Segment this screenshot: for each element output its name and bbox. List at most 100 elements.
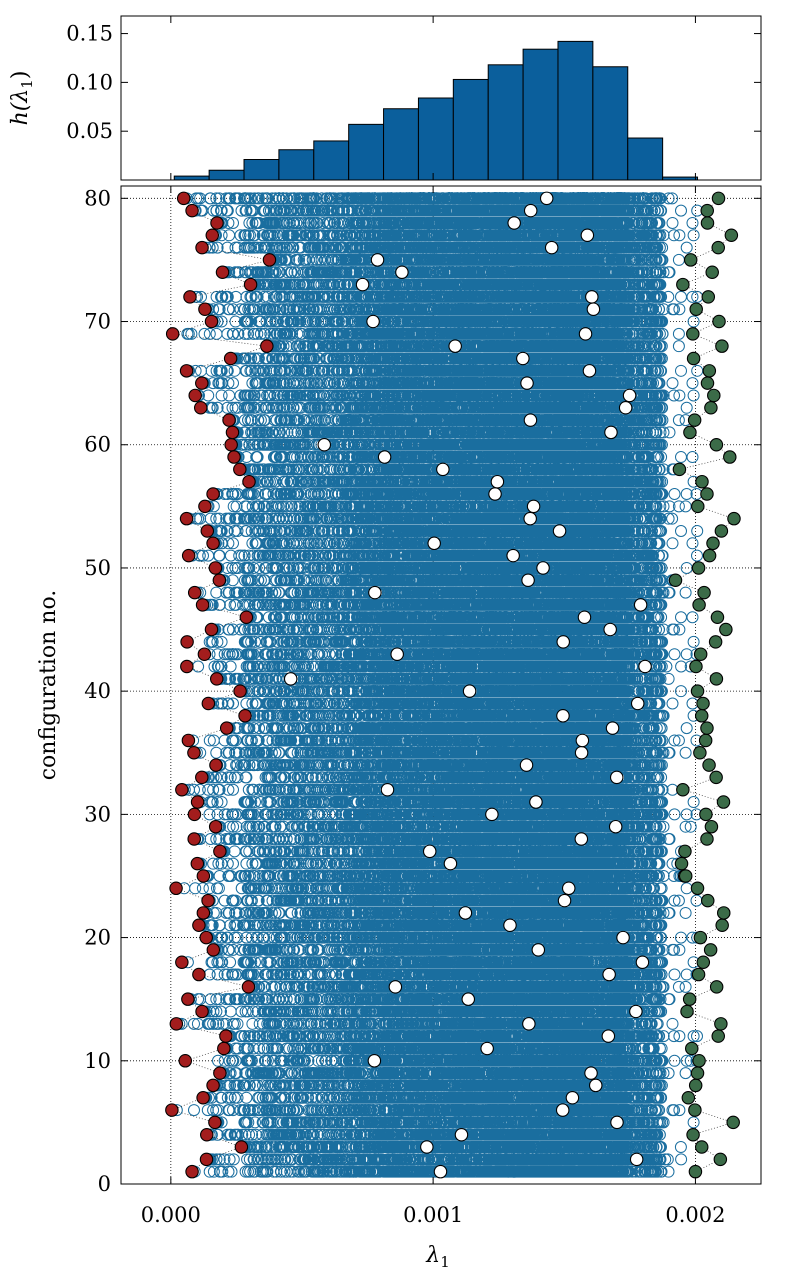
median-eigenvalue-marker [634, 599, 646, 611]
configuration-eigenvalue-row [183, 365, 703, 376]
median-eigenvalue-marker [553, 525, 565, 537]
min-eigenvalue-marker [218, 1042, 230, 1054]
median-eigenvalue-marker [522, 574, 534, 586]
min-eigenvalue-marker [239, 710, 251, 722]
configuration-eigenvalue-row [209, 489, 702, 500]
histogram-bar [244, 160, 279, 181]
median-eigenvalue-marker [521, 377, 533, 389]
max-eigenvalue-marker [702, 291, 714, 303]
min-eigenvalue-marker [214, 1067, 226, 1079]
max-eigenvalue-marker [686, 1042, 698, 1054]
min-eigenvalue-marker [201, 1129, 213, 1141]
min-eigenvalue-marker [188, 808, 200, 820]
min-eigenvalue-marker [209, 820, 221, 832]
max-eigenvalue-marker [699, 734, 711, 746]
configuration-eigenvalue-row [194, 969, 702, 980]
min-eigenvalue-marker [223, 414, 235, 426]
configuration-eigenvalue-row [225, 353, 667, 364]
max-eigenvalue-marker [697, 697, 709, 709]
max-eigenvalue-marker [692, 562, 704, 574]
median-eigenvalue-marker [371, 254, 383, 266]
median-eigenvalue-marker [532, 944, 544, 956]
min-eigenvalue-marker [200, 931, 212, 943]
max-eigenvalue-marker [694, 931, 706, 943]
histogram-y-label-close: ) [8, 71, 33, 80]
max-eigenvalue-marker [706, 266, 718, 278]
scatter-x-label-lambda: λ [425, 1243, 440, 1268]
min-eigenvalue-marker [234, 685, 246, 697]
min-eigenvalue-marker [182, 993, 194, 1005]
configuration-eigenvalue-row [182, 328, 685, 339]
min-eigenvalue-marker [207, 1079, 219, 1091]
median-eigenvalue-marker [623, 389, 635, 401]
scatter-y-label: configuration no. [36, 590, 61, 781]
median-eigenvalue-marker [491, 476, 503, 488]
min-eigenvalue-marker [207, 537, 219, 549]
min-eigenvalue-marker [191, 857, 203, 869]
max-eigenvalue-marker [701, 488, 713, 500]
max-eigenvalue-marker [687, 352, 699, 364]
configuration-eigenvalue-row [211, 760, 668, 771]
histogram-bar [453, 79, 488, 180]
min-eigenvalue-marker [181, 636, 193, 648]
median-eigenvalue-marker [611, 771, 623, 783]
max-eigenvalue-marker [710, 439, 722, 451]
histogram-bar [523, 49, 558, 180]
max-eigenvalue-marker [681, 1005, 693, 1017]
configuration-eigenvalue-row [220, 1031, 702, 1042]
min-eigenvalue-marker [235, 1141, 247, 1153]
median-eigenvalue-marker [578, 611, 590, 623]
median-eigenvalue-marker [619, 402, 631, 414]
histogram-bars [174, 41, 697, 180]
configuration-eigenvalue-row [212, 673, 674, 684]
max-eigenvalue-marker [710, 771, 722, 783]
median-eigenvalue-marker [368, 1055, 380, 1067]
median-eigenvalue-marker [421, 1141, 433, 1153]
max-eigenvalue-marker [716, 919, 728, 931]
max-eigenvalue-marker [713, 315, 725, 327]
configuration-eigenvalue-row [193, 661, 701, 672]
max-eigenvalue-marker [724, 451, 736, 463]
max-eigenvalue-marker [710, 981, 722, 993]
max-eigenvalue-marker [673, 463, 685, 475]
configuration-eigenvalue-row [240, 710, 699, 721]
max-eigenvalue-marker [701, 833, 713, 845]
min-eigenvalue-marker [198, 648, 210, 660]
median-eigenvalue-marker [585, 1067, 597, 1079]
configuration-eigenvalue-row [193, 858, 683, 869]
max-eigenvalue-marker [693, 599, 705, 611]
histogram-bar [314, 141, 349, 180]
min-eigenvalue-marker [228, 451, 240, 463]
median-eigenvalue-marker [463, 685, 475, 697]
max-eigenvalue-marker [677, 784, 689, 796]
configuration-eigenvalue-row [197, 772, 667, 783]
histogram-bar [279, 150, 314, 180]
median-eigenvalue-marker [586, 291, 598, 303]
histogram-y-tick-label: 0.05 [66, 119, 113, 143]
histogram-bar [418, 98, 453, 180]
min-eigenvalue-marker [195, 402, 207, 414]
min-eigenvalue-marker [202, 894, 214, 906]
scatter-x-label-subscript: 1 [440, 1253, 450, 1271]
scatter-y-tick-label: 20 [84, 926, 111, 950]
min-eigenvalue-marker [182, 734, 194, 746]
min-eigenvalue-marker [220, 1030, 232, 1042]
median-eigenvalue-marker [590, 1079, 602, 1091]
configuration-eigenvalue-row [188, 735, 702, 746]
min-eigenvalue-marker [211, 217, 223, 229]
min-eigenvalue-marker [188, 747, 200, 759]
max-eigenvalue-marker [711, 611, 723, 623]
min-eigenvalue-marker [263, 254, 275, 266]
scatter-y-tick-label: 10 [84, 1049, 111, 1073]
configuration-eigenvalue-row [187, 1166, 674, 1177]
median-eigenvalue-marker [530, 796, 542, 808]
min-eigenvalue-marker [179, 1055, 191, 1067]
min-eigenvalue-marker [170, 1018, 182, 1030]
scatter-y-tick-label: 0 [98, 1172, 111, 1196]
min-eigenvalue-marker [261, 340, 273, 352]
min-eigenvalue-marker [177, 192, 189, 204]
median-eigenvalue-marker [541, 192, 553, 204]
min-eigenvalue-marker [193, 968, 205, 980]
median-eigenvalue-marker [630, 1005, 642, 1017]
min-eigenvalue-marker [243, 476, 255, 488]
